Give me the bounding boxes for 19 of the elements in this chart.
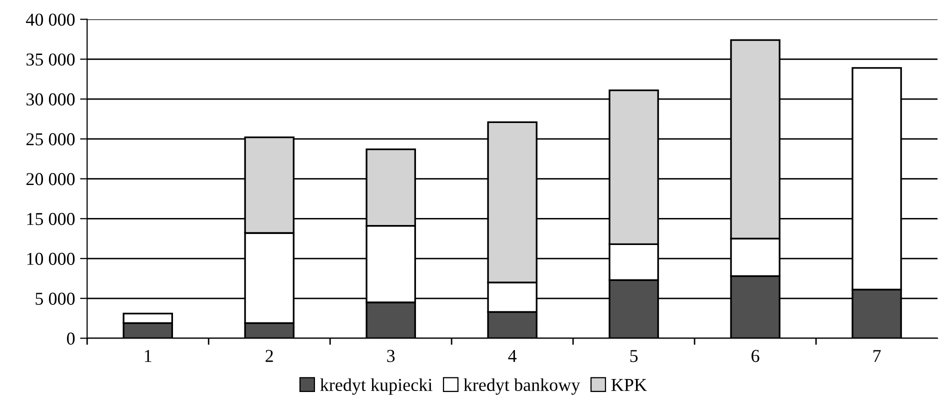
- x-tick-label: 1: [144, 350, 152, 362]
- x-tick-label: 4: [508, 350, 517, 362]
- y-tick-label: 25 000: [26, 133, 75, 146]
- x-tick-label: 3: [387, 350, 395, 362]
- y-tick-label: 15 000: [27, 212, 75, 226]
- y-tick-label: 10 000: [27, 252, 75, 265]
- x-tick-label: 5: [630, 350, 638, 362]
- y-tick-label: 30 000: [26, 93, 75, 106]
- x-tick-label: 6: [752, 350, 760, 362]
- y-tick-label: 35 000: [26, 53, 75, 66]
- x-tick-label: 2: [266, 350, 273, 362]
- y-tick-label: 0: [66, 332, 75, 345]
- y-tick-label: 5 000: [36, 292, 75, 305]
- y-tick-label: 40 000: [26, 14, 75, 26]
- legend-label: kredyt bankowy: [464, 378, 580, 395]
- legend-label: KPK: [611, 379, 647, 391]
- legend-label: kredyt kupiecki: [320, 378, 432, 395]
- x-tick-label: 7: [873, 350, 881, 362]
- y-tick-label: 20 000: [26, 173, 75, 186]
